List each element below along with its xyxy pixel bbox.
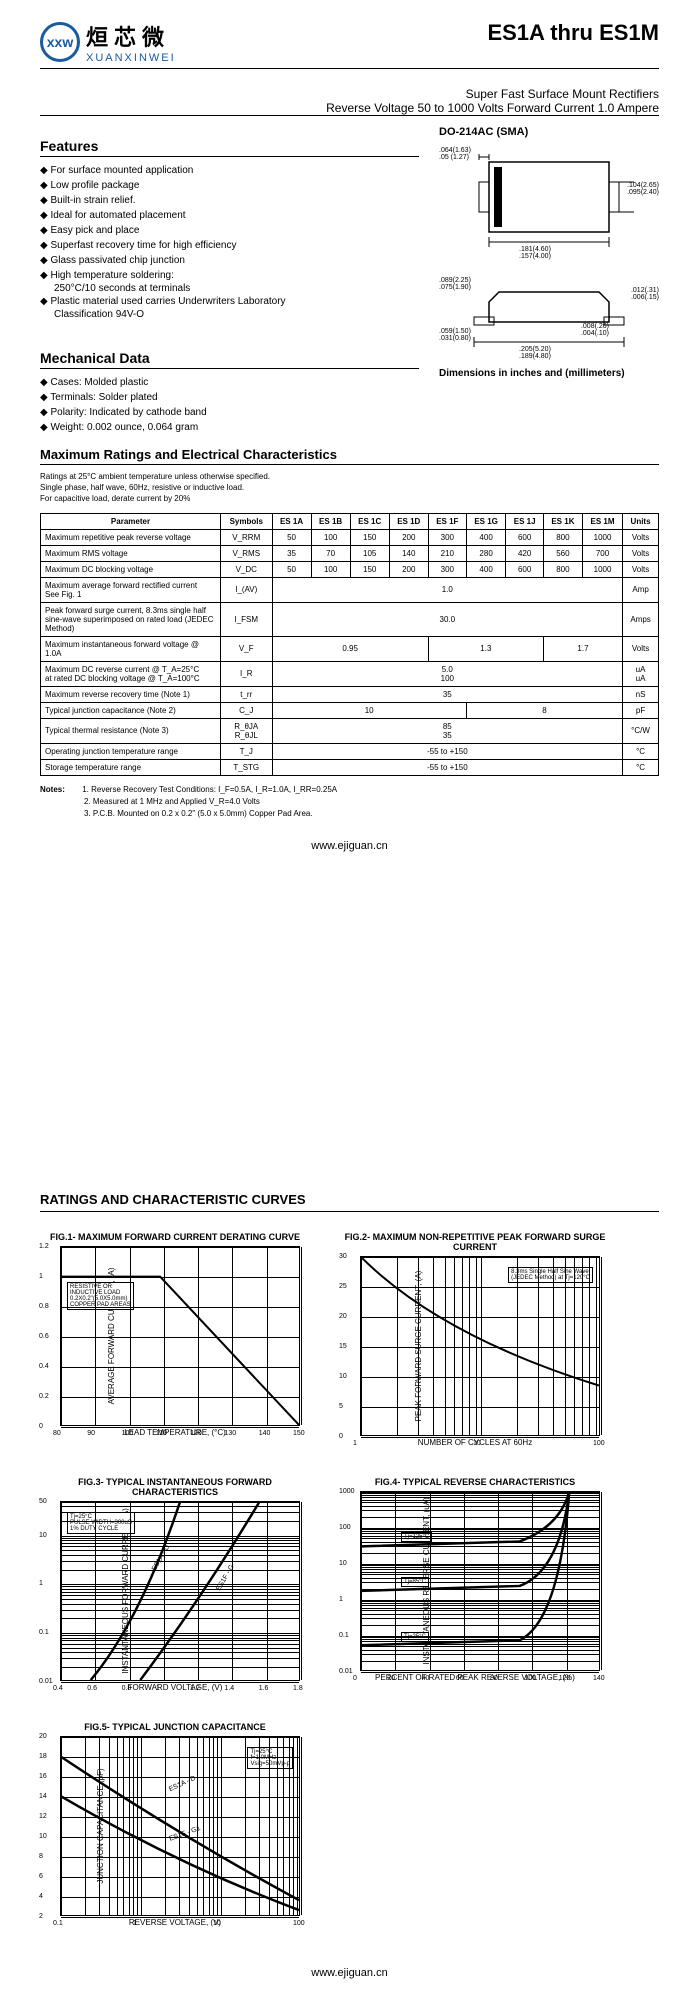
chart-fig2: FIG.2- MAXIMUM NON-REPETITIVE PEAK FORWA… bbox=[340, 1232, 610, 1447]
col-header: ES 1M bbox=[582, 513, 622, 529]
chart-fig3: FIG.3- TYPICAL INSTANTANEOUS FORWARD CHA… bbox=[40, 1477, 310, 1692]
mechanical-title: Mechanical Data bbox=[40, 350, 419, 369]
table-row: Operating junction temperature rangeT_J-… bbox=[41, 743, 659, 759]
footer-url: www.ejiguan.cn bbox=[40, 840, 659, 852]
chart-xlabel: FORWARD VOLTAGE, (V) bbox=[40, 1683, 310, 1692]
charts-grid: FIG.1- MAXIMUM FORWARD CURRENT DERATING … bbox=[40, 1232, 659, 1927]
feature-sub: 250°C/10 seconds at terminals bbox=[40, 283, 419, 294]
feature-item: Plastic material used carries Underwrite… bbox=[40, 294, 419, 309]
col-header: ES 1D bbox=[389, 513, 428, 529]
feature-item: Glass passivated chip junction bbox=[40, 253, 419, 268]
chart-xlabel: REVERSE VOLTAGE, (V) bbox=[40, 1918, 310, 1927]
table-row: Typical thermal resistance (Note 3)R_θJA… bbox=[41, 718, 659, 743]
chart-title: FIG.4- TYPICAL REVERSE CHARACTERISTICS bbox=[340, 1477, 610, 1487]
table-row: Maximum instantaneous forward voltage @ … bbox=[41, 636, 659, 661]
col-header: ES 1F bbox=[428, 513, 466, 529]
footer-url: www.ejiguan.cn bbox=[40, 1967, 659, 1979]
chart-fig5: FIG.5- TYPICAL JUNCTION CAPACITANCE JUNC… bbox=[40, 1722, 310, 1927]
feature-item: Superfast recovery time for high efficie… bbox=[40, 238, 419, 253]
feature-item: High temperature soldering: bbox=[40, 268, 419, 283]
chart-title: FIG.5- TYPICAL JUNCTION CAPACITANCE bbox=[40, 1722, 310, 1732]
table-row: Maximum reverse recovery time (Note 1)t_… bbox=[41, 686, 659, 702]
col-header: Symbols bbox=[221, 513, 273, 529]
chart-fig1: FIG.1- MAXIMUM FORWARD CURRENT DERATING … bbox=[40, 1232, 310, 1447]
package-side-view: .089(2.25).075(1.90) .012(.31).006(.15) … bbox=[439, 272, 659, 362]
col-header: Units bbox=[623, 513, 659, 529]
notes-label: Notes: bbox=[40, 784, 80, 796]
chart-title: FIG.2- MAXIMUM NON-REPETITIVE PEAK FORWA… bbox=[340, 1232, 610, 1252]
col-header: ES 1B bbox=[311, 513, 350, 529]
mechanical-list: Cases: Molded plastic Terminals: Solder … bbox=[40, 375, 419, 435]
header: xxw 烜芯微 XUANXINWEI ES1A thru ES1M bbox=[40, 20, 659, 69]
table-row: Maximum DC reverse current @ T_A=25°Cat … bbox=[41, 661, 659, 686]
col-header: ES 1K bbox=[543, 513, 582, 529]
note-item: 2. Measured at 1 MHz and Applied V_R=4.0… bbox=[84, 797, 260, 806]
table-row: Maximum RMS voltageV_RMS3570105140210280… bbox=[41, 545, 659, 561]
table-row: Typical junction capacitance (Note 2)C_J… bbox=[41, 702, 659, 718]
col-header: ES 1G bbox=[466, 513, 506, 529]
dim-label: .059(1.50).031(0.80) bbox=[439, 328, 471, 342]
curves-title: RATINGS AND CHARACTERISTIC CURVES bbox=[40, 1192, 659, 1212]
svg-text:ES1A - D: ES1A - D bbox=[151, 1544, 171, 1572]
dim-label: .181(4.60).157(4.00) bbox=[519, 246, 551, 260]
ratings-intro: Ratings at 25°C ambient temperature unle… bbox=[40, 471, 659, 505]
logo-en: XUANXINWEI bbox=[86, 52, 176, 64]
table-row: Maximum DC blocking voltageV_DC501001502… bbox=[41, 561, 659, 577]
logo: xxw 烜芯微 XUANXINWEI bbox=[40, 20, 176, 64]
note-item: 3. P.C.B. Mounted on 0.2 x 0.2" (5.0 x 5… bbox=[84, 809, 313, 818]
logo-icon: xxw bbox=[40, 22, 80, 62]
feature-item: For surface mounted application bbox=[40, 163, 419, 178]
feature-item: Ideal for automated placement bbox=[40, 208, 419, 223]
col-header: ES 1A bbox=[272, 513, 311, 529]
dim-label: .205(5.20).189(4.80) bbox=[519, 346, 551, 360]
notes: Notes: 1. Reverse Recovery Test Conditio… bbox=[40, 784, 659, 820]
ratings-title: Maximum Ratings and Electrical Character… bbox=[40, 447, 659, 465]
col-header: Parameter bbox=[41, 513, 221, 529]
mech-item: Polarity: Indicated by cathode band bbox=[40, 405, 419, 420]
table-row: Maximum average forward rectified curren… bbox=[41, 577, 659, 602]
table-row: Peak forward surge current, 8.3ms single… bbox=[41, 602, 659, 636]
feature-sub: Classification 94V-O bbox=[40, 309, 419, 320]
dim-label: .012(.31).006(.15) bbox=[631, 287, 659, 301]
col-header: ES 1J bbox=[506, 513, 543, 529]
features-title: Features bbox=[40, 138, 419, 157]
col-header: ES 1C bbox=[350, 513, 389, 529]
features-list: For surface mounted application Low prof… bbox=[40, 163, 419, 283]
table-header-row: Parameter Symbols ES 1A ES 1B ES 1C ES 1… bbox=[41, 513, 659, 529]
spec-table: Parameter Symbols ES 1A ES 1B ES 1C ES 1… bbox=[40, 513, 659, 776]
chart-fig4: FIG.4- TYPICAL REVERSE CHARACTERISTICS I… bbox=[340, 1477, 610, 1692]
table-row: Maximum repetitive peak reverse voltageV… bbox=[41, 529, 659, 545]
subtitle1: Super Fast Surface Mount Rectifiers bbox=[40, 87, 659, 101]
feature-item: Low profile package bbox=[40, 178, 419, 193]
chart-title: FIG.3- TYPICAL INSTANTANEOUS FORWARD CHA… bbox=[40, 1477, 310, 1497]
mech-item: Terminals: Solder plated bbox=[40, 390, 419, 405]
package-top-view: .064(1.63).05 (1.27) .104(2.65).095(2.40… bbox=[439, 142, 659, 252]
page-title: ES1A thru ES1M bbox=[487, 20, 659, 46]
dim-label: .089(2.25).075(1.90) bbox=[439, 277, 471, 291]
dimension-note: Dimensions in inches and (millimeters) bbox=[439, 368, 659, 379]
mech-item: Cases: Molded plastic bbox=[40, 375, 419, 390]
feature-item: Easy pick and place bbox=[40, 223, 419, 238]
dim-label: .104(2.65).095(2.40) bbox=[627, 182, 659, 196]
mech-item: Weight: 0.002 ounce, 0.064 gram bbox=[40, 420, 419, 435]
feature-item: Built-in strain relief. bbox=[40, 193, 419, 208]
note-item: 1. Reverse Recovery Test Conditions: I_F… bbox=[82, 785, 337, 794]
table-row: Storage temperature rangeT_STG-55 to +15… bbox=[41, 759, 659, 775]
package-label: DO-214AC (SMA) bbox=[439, 126, 659, 138]
dim-label: .064(1.63).05 (1.27) bbox=[439, 147, 471, 161]
dim-label: .008(.20).004(.10) bbox=[581, 323, 609, 337]
logo-cn: 烜芯微 bbox=[86, 20, 176, 52]
chart-title: FIG.1- MAXIMUM FORWARD CURRENT DERATING … bbox=[40, 1232, 310, 1242]
subtitle2: Reverse Voltage 50 to 1000 Volts Forward… bbox=[40, 101, 659, 115]
